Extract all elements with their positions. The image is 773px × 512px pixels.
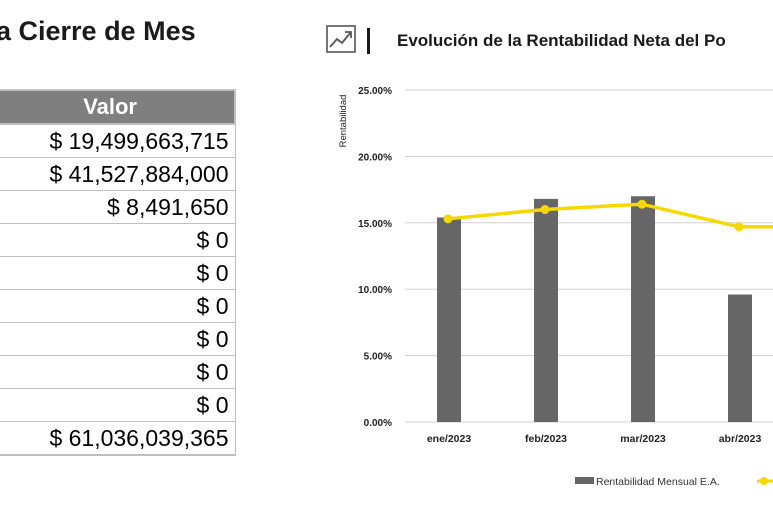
line-point [637, 199, 647, 209]
y-tick-label: 0.00% [364, 418, 392, 429]
y-tick-label: 15.00% [358, 219, 392, 230]
table-cell-value: $ 0 [0, 322, 236, 356]
left-panel-title: a Cierre de Mes [0, 16, 196, 46]
value-column-header: Valor [0, 89, 236, 125]
table-cell-value: $ 0 [0, 388, 236, 422]
chart-title: Evolución de la Rentabilidad Neta del Po [397, 31, 726, 50]
line-series [447, 202, 773, 229]
line-point [540, 205, 550, 215]
table-cell-value: $ 0 [0, 289, 236, 323]
legend-swatch-bar [575, 477, 594, 484]
value-table: Valor $ 19,499,663,715 $ 41,527,884,000 … [0, 89, 236, 456]
bar [534, 198, 558, 422]
line-point [734, 222, 744, 232]
y-tick-label: 5.00% [364, 352, 392, 363]
table-cell-value: $ 8,491,650 [0, 190, 236, 224]
table-cell-value: $ 0 [0, 355, 236, 389]
bar [437, 217, 461, 422]
title-separator [367, 28, 370, 54]
x-tick-label: mar/2023 [620, 433, 666, 445]
line-point [443, 214, 453, 224]
table-cell-value: $ 41,527,884,000 [0, 157, 236, 191]
x-tick-label: abr/2023 [719, 433, 762, 445]
y-axis-label: Rentabilidad [338, 95, 349, 148]
legend-swatch-marker [760, 477, 768, 485]
legend-label: Rentabilidad Mensual E.A. [596, 476, 720, 488]
table-cell-total: $ 61,036,039,365 [0, 421, 236, 456]
bar [631, 196, 655, 422]
x-tick-label: feb/2023 [525, 433, 567, 445]
bar [728, 294, 752, 422]
y-tick-label: 20.00% [358, 152, 392, 163]
table-cell-value: $ 0 [0, 256, 236, 290]
table-cell-value: $ 0 [0, 223, 236, 257]
y-tick-label: 25.00% [358, 86, 392, 97]
trending-up-chart-icon [326, 25, 356, 53]
y-tick-label: 10.00% [358, 285, 392, 296]
x-tick-label: ene/2023 [427, 433, 472, 445]
